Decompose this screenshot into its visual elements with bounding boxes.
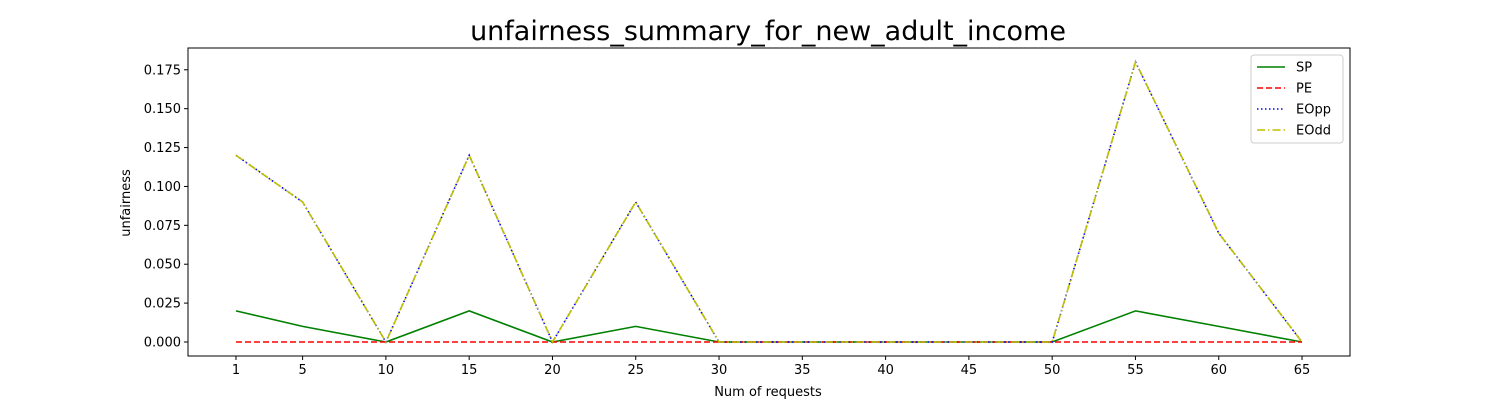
plot-lines (235, 59, 1303, 344)
legend-label-sp: SP (1296, 61, 1312, 76)
series-line-eodd (235, 59, 1303, 344)
x-tick-label: 10 (378, 363, 395, 378)
x-tick-label: 50 (1044, 363, 1061, 378)
series-line-sp (235, 310, 1303, 343)
legend-box (1250, 54, 1344, 144)
x-tick-label: 45 (961, 363, 978, 378)
x-tick-label: 30 (711, 363, 728, 378)
x-tick-label: 20 (544, 363, 561, 378)
chart-title: unfairness_summary_for_new_adult_income (470, 16, 1066, 47)
x-tick-label: 55 (1127, 363, 1144, 378)
y-axis: 0.000 0.025 0.050 0.075 0.100 0.125 0.150 0.175 (144, 63, 188, 351)
x-tick-label: 25 (627, 363, 644, 378)
x-tick-label: 40 (877, 363, 894, 378)
x-tick-label: 35 (794, 363, 811, 378)
y-tick-label: 0.050 (144, 258, 181, 273)
plot-frame (187, 47, 1351, 357)
y-tick-label: 0.000 (144, 336, 181, 351)
x-tick-label: 5 (298, 363, 306, 378)
y-tick-label: 0.175 (144, 63, 181, 78)
y-tick-label: 0.025 (144, 297, 181, 312)
y-tick-label: 0.150 (144, 102, 181, 117)
y-tick-label: 0.075 (144, 219, 181, 234)
x-tick-label: 15 (461, 363, 478, 378)
x-tick-label: 60 (1210, 363, 1227, 378)
legend-label-eodd: EOdd (1296, 124, 1331, 139)
x-tick-label: 1 (232, 363, 240, 378)
legend-label-eopp: EOpp (1296, 103, 1331, 118)
x-axis-label: Num of requests (714, 385, 822, 400)
y-tick-label: 0.100 (144, 180, 181, 195)
legend-label-pe: PE (1296, 82, 1312, 97)
legend: SP PE EOpp EOdd (1250, 54, 1344, 144)
y-tick-label: 0.125 (144, 141, 181, 156)
x-axis: 1 5 10 15 20 25 30 35 40 45 50 55 60 65 (232, 356, 1310, 378)
series-line-eopp (235, 59, 1303, 344)
x-tick-label: 65 (1294, 363, 1311, 378)
y-axis-label: unfairness (119, 169, 134, 237)
